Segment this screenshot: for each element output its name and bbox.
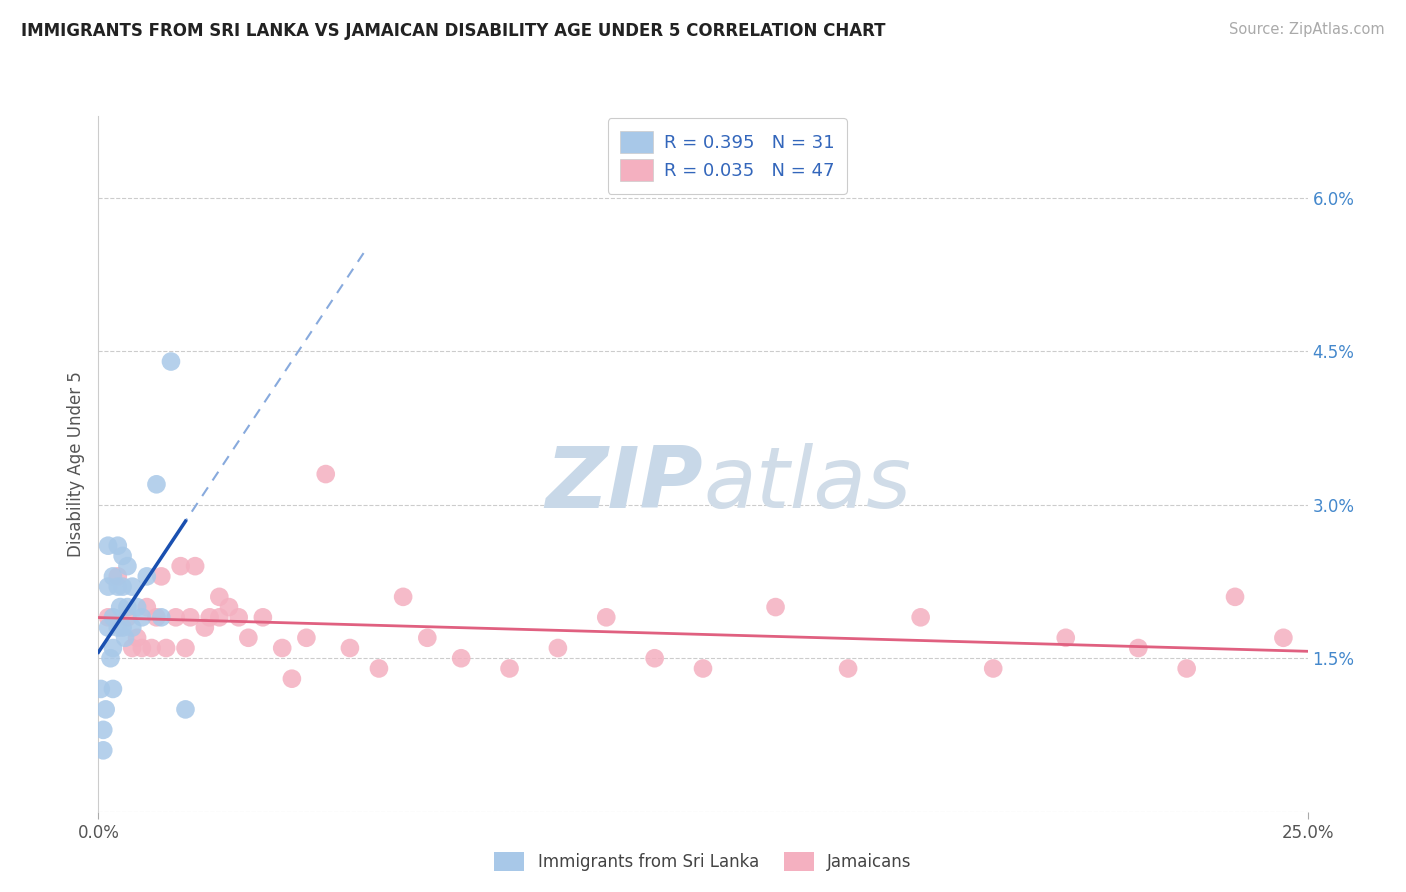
Point	[228, 610, 250, 624]
Point	[315, 467, 337, 481]
Point	[141, 640, 163, 655]
Point	[238, 631, 260, 645]
Point	[271, 640, 294, 655]
Point	[111, 621, 134, 635]
Point	[150, 610, 173, 624]
Point	[339, 640, 361, 655]
Point	[97, 580, 120, 594]
Point	[101, 640, 124, 655]
Point	[100, 651, 122, 665]
Point	[198, 610, 221, 624]
Point	[111, 549, 134, 563]
Point	[117, 600, 139, 615]
Point	[135, 600, 157, 615]
Point	[595, 610, 617, 624]
Point	[368, 661, 391, 675]
Point	[165, 610, 187, 624]
Point	[837, 661, 859, 675]
Point	[107, 621, 129, 635]
Point	[169, 559, 191, 574]
Point	[208, 590, 231, 604]
Point	[101, 569, 124, 583]
Point	[131, 640, 153, 655]
Point	[145, 477, 167, 491]
Point	[117, 559, 139, 574]
Point	[114, 631, 136, 645]
Text: Source: ZipAtlas.com: Source: ZipAtlas.com	[1229, 22, 1385, 37]
Point	[416, 631, 439, 645]
Point	[97, 539, 120, 553]
Point	[91, 743, 114, 757]
Point	[174, 702, 197, 716]
Point	[160, 354, 183, 368]
Point	[127, 631, 149, 645]
Point	[108, 600, 131, 615]
Point	[101, 681, 124, 696]
Point	[131, 610, 153, 624]
Point	[121, 621, 143, 635]
Point	[547, 640, 569, 655]
Point	[91, 723, 114, 737]
Point	[111, 580, 134, 594]
Point	[174, 640, 197, 655]
Point	[218, 600, 240, 615]
Point	[281, 672, 304, 686]
Legend: R = 0.395   N = 31, R = 0.035   N = 47: R = 0.395 N = 31, R = 0.035 N = 47	[607, 118, 846, 194]
Point	[145, 610, 167, 624]
Point	[450, 651, 472, 665]
Point	[135, 569, 157, 583]
Point	[910, 610, 932, 624]
Point	[107, 580, 129, 594]
Point	[121, 580, 143, 594]
Point	[208, 610, 231, 624]
Point	[1272, 631, 1295, 645]
Y-axis label: Disability Age Under 5: Disability Age Under 5	[66, 371, 84, 557]
Point	[1128, 640, 1150, 655]
Legend: Immigrants from Sri Lanka, Jamaicans: Immigrants from Sri Lanka, Jamaicans	[486, 843, 920, 880]
Point	[252, 610, 274, 624]
Point	[155, 640, 177, 655]
Point	[121, 640, 143, 655]
Point	[127, 600, 149, 615]
Point	[107, 569, 129, 583]
Point	[498, 661, 520, 675]
Point	[117, 610, 139, 624]
Point	[184, 559, 207, 574]
Point	[644, 651, 666, 665]
Text: IMMIGRANTS FROM SRI LANKA VS JAMAICAN DISABILITY AGE UNDER 5 CORRELATION CHART: IMMIGRANTS FROM SRI LANKA VS JAMAICAN DI…	[21, 22, 886, 40]
Point	[692, 661, 714, 675]
Text: atlas: atlas	[703, 443, 911, 526]
Point	[94, 702, 117, 716]
Point	[765, 600, 787, 615]
Point	[107, 539, 129, 553]
Point	[194, 621, 217, 635]
Point	[97, 610, 120, 624]
Point	[179, 610, 201, 624]
Point	[150, 569, 173, 583]
Point	[1175, 661, 1198, 675]
Point	[1054, 631, 1077, 645]
Point	[981, 661, 1004, 675]
Point	[392, 590, 415, 604]
Point	[101, 610, 124, 624]
Point	[295, 631, 318, 645]
Text: ZIP: ZIP	[546, 443, 703, 526]
Point	[97, 621, 120, 635]
Point	[1223, 590, 1246, 604]
Point	[90, 681, 112, 696]
